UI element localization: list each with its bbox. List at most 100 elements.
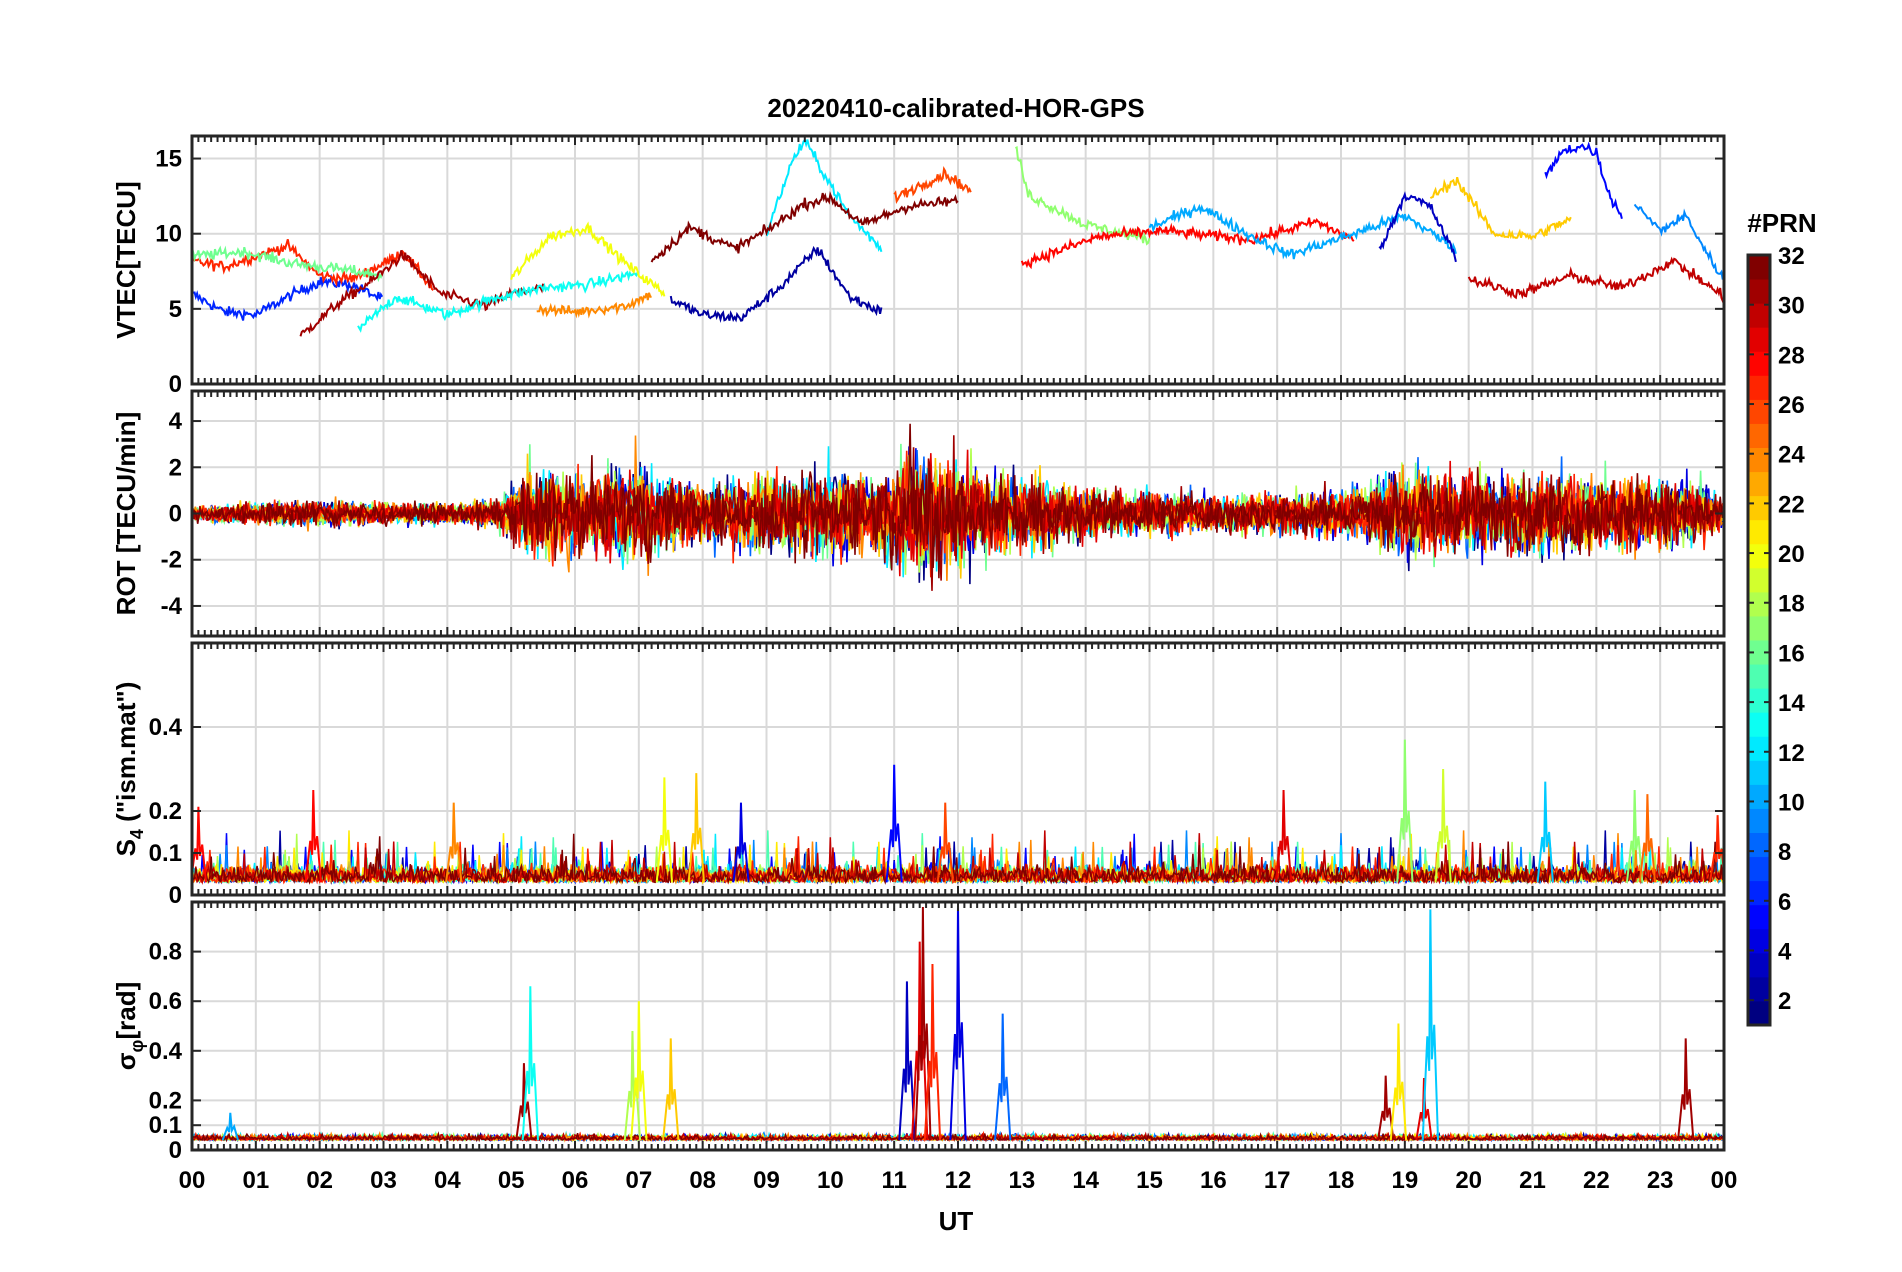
- vtec-series-prn-13: [357, 270, 640, 333]
- x-tick-label: 23: [1647, 1167, 1674, 1194]
- vtec-series-prn-22: [1429, 176, 1572, 241]
- s4-panel: 0 0.1 0.2 0.4S4 ("ism.mat"): [111, 641, 1726, 909]
- y-tick-label: -4: [161, 593, 183, 620]
- vtec-series-prn-5: [1544, 141, 1623, 220]
- vtec-series-prn-17: [1014, 146, 1151, 246]
- colorbar-tick-label: 24: [1778, 442, 1805, 469]
- s4-peak-14: [1708, 815, 1724, 883]
- data-lines: [192, 739, 1724, 886]
- vtec-series-prn-12: [765, 138, 883, 253]
- ticks: [191, 643, 1725, 896]
- s4-peak-3: [655, 777, 674, 883]
- y-tick-label: 0.2: [149, 798, 182, 825]
- x-tick-label: 01: [242, 1167, 269, 1194]
- y-tick-label: 15: [155, 146, 182, 173]
- x-tick-label: 18: [1328, 1167, 1355, 1194]
- y-tick-label: 0.8: [149, 939, 182, 966]
- sigma_phi-peak-14: [1415, 1078, 1433, 1141]
- x-tick-label: 21: [1519, 1167, 1546, 1194]
- colorbar-tick-label: 18: [1778, 591, 1805, 618]
- s4-peak-1: [304, 789, 322, 883]
- y-axis-label: S4 ("ism.mat"): [111, 682, 147, 857]
- vtec-series-prn-27: [192, 239, 434, 291]
- colorbar-tick-label: 28: [1778, 342, 1805, 369]
- vtec-series-prn-16: [192, 245, 384, 283]
- x-tick-label: 03: [370, 1167, 397, 1194]
- x-tick-label: 10: [817, 1167, 844, 1194]
- vtec-series-prn-2: [669, 245, 883, 324]
- colorbar-tick-label: 10: [1778, 789, 1805, 816]
- s4-peak-2: [445, 802, 463, 883]
- vtec-series-prn-10: [1148, 203, 1457, 260]
- sigma_phi-peak-5: [662, 1038, 680, 1141]
- y-tick-label: 0.4: [149, 714, 183, 741]
- vtec-panel: 0 5 10 15 VTEC[TECU]: [111, 134, 1726, 398]
- x-tick-label: 00: [1711, 1167, 1738, 1194]
- y-tick-label: 4: [169, 408, 183, 435]
- s4-peak-9: [1396, 739, 1414, 883]
- x-axis: 00 01 02 03 04 05 06 07 08 09 10 11 12 13 14 15 16 17 18 19…: [179, 1167, 1738, 1194]
- x-tick-label: 17: [1264, 1167, 1291, 1194]
- s4-peak-6: [885, 764, 903, 883]
- vtec-series-prn-26: [893, 165, 972, 205]
- y-tick-label: 0.2: [149, 1087, 182, 1114]
- colorbar-tick-label: 32: [1778, 243, 1805, 270]
- vtec-series-prn-30: [1467, 256, 1724, 304]
- y-tick-label: 0: [169, 501, 182, 528]
- ticks: [191, 391, 1725, 636]
- vtec-series-prn-28: [1020, 217, 1355, 270]
- rot-series-prn-32: [192, 423, 1724, 579]
- colorbar-tick-label: 14: [1778, 690, 1805, 717]
- colorbar-label: #PRN: [1747, 208, 1816, 238]
- x-tick-label: 02: [306, 1167, 333, 1194]
- sigma_phi-peak-2: [521, 986, 539, 1141]
- x-tick-label: 00: [179, 1167, 206, 1194]
- ticks: [191, 902, 1725, 1151]
- y-tick-label: 5: [169, 296, 182, 323]
- x-axis-label: UT: [939, 1206, 974, 1236]
- x-tick-label: 20: [1455, 1167, 1482, 1194]
- s4-peak-11: [1536, 781, 1554, 883]
- x-tick-label: 04: [434, 1167, 461, 1194]
- sigma_phi-peak-11: [994, 1013, 1012, 1141]
- colorbar-tick-label: 22: [1778, 491, 1805, 518]
- figure-title: 20220410-calibrated-HOR-GPS: [767, 93, 1144, 123]
- s4-peak-8: [1274, 789, 1293, 883]
- sigma_phi-peak-9: [923, 963, 942, 1141]
- y-tick-label: 2: [169, 454, 182, 481]
- x-tick-label: 07: [625, 1167, 652, 1194]
- colorbar-frame: [1746, 253, 1772, 1027]
- colorbar-tick-label: 30: [1778, 293, 1805, 320]
- colorbar-tick-label: 26: [1778, 392, 1805, 419]
- y-axis-label: VTEC[TECU]: [111, 181, 141, 338]
- s4-peak-12: [1625, 789, 1644, 883]
- sigma_phi-peak-16: [1677, 1038, 1695, 1141]
- vtec-series-prn-32: [650, 191, 959, 263]
- x-tick-label: 08: [689, 1167, 716, 1194]
- x-tick-label: 13: [1008, 1167, 1035, 1194]
- s4-peak-5: [732, 802, 750, 883]
- y-tick-label: 0: [169, 882, 182, 909]
- y-tick-label: 0.6: [149, 988, 182, 1015]
- sigma_phi-peak-0: [221, 1112, 239, 1141]
- data-lines: [192, 904, 1724, 1144]
- x-tick-label: 16: [1200, 1167, 1227, 1194]
- colorbar-tick-label: 4: [1778, 938, 1792, 965]
- vtec-series-prn-20: [510, 221, 666, 297]
- x-tick-label: 05: [498, 1167, 525, 1194]
- vtec-series-prn-6: [192, 273, 384, 321]
- colorbar-tick-label: 8: [1778, 839, 1791, 866]
- s4-peak-7: [936, 802, 954, 883]
- y-tick-label: 0: [169, 1137, 182, 1164]
- y-tick-label: 0.4: [149, 1038, 183, 1065]
- y-tick-label: 0.1: [149, 840, 182, 867]
- s4-peak-4: [687, 773, 705, 883]
- x-tick-label: 22: [1583, 1167, 1610, 1194]
- colorbar-tick-label: 12: [1778, 740, 1805, 767]
- sigma_phi-peak-1: [515, 1063, 533, 1141]
- vtec-series-prn-9: [1633, 203, 1724, 280]
- x-tick-label: 12: [945, 1167, 972, 1194]
- y-tick-label: 0: [169, 371, 182, 398]
- sigma_phi-peak-4: [630, 1001, 648, 1141]
